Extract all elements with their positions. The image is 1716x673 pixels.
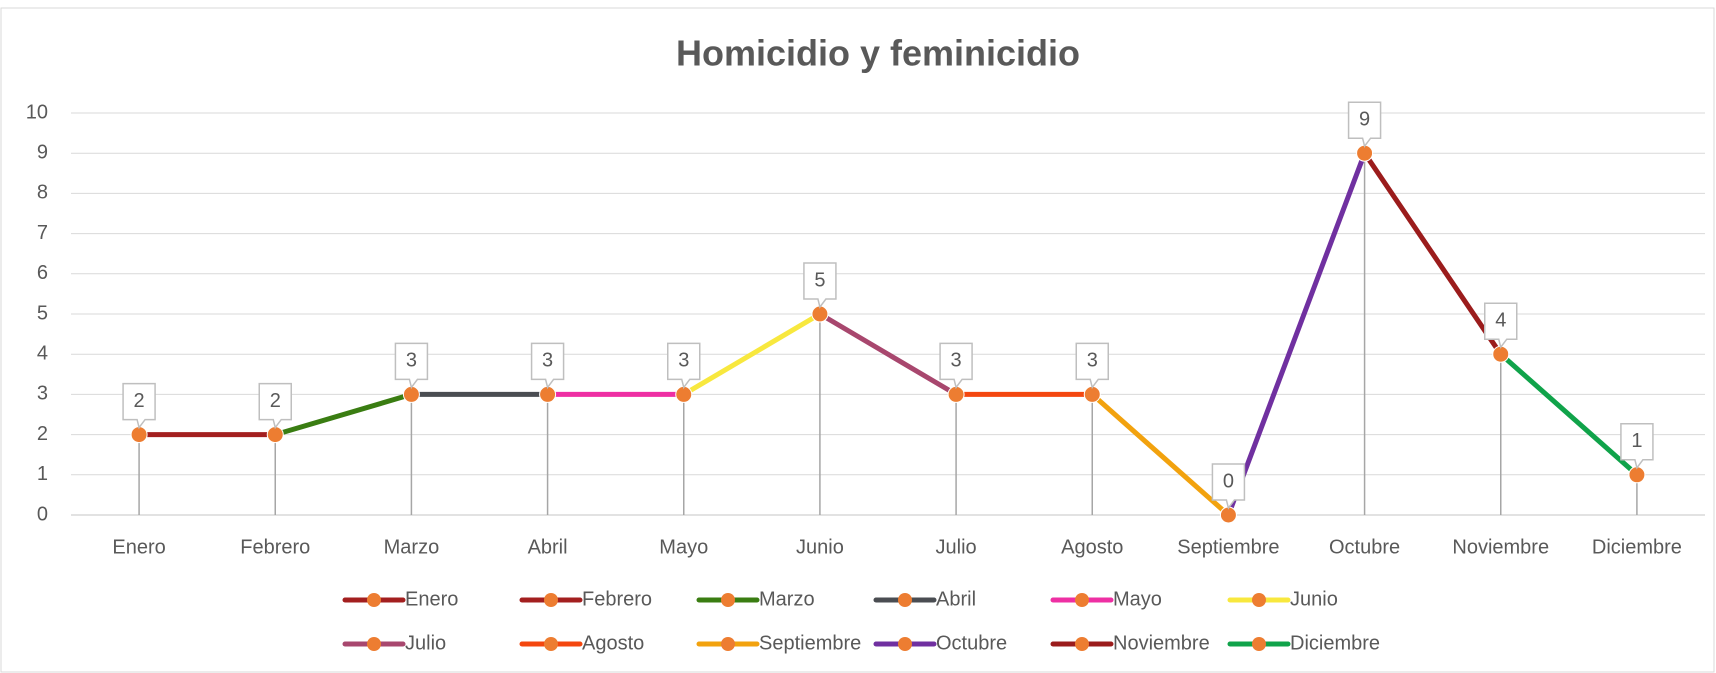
marker (266, 426, 284, 444)
y-tick-label: 8 (37, 182, 48, 204)
line-segment (272, 391, 414, 438)
data-label-box (1211, 463, 1246, 510)
data-label: 2 (134, 390, 145, 412)
x-tick-label: Agosto (1061, 536, 1123, 558)
legend-label: Julio (405, 632, 446, 654)
data-label-box (939, 342, 973, 390)
legend-marker (367, 593, 381, 607)
marker (1492, 345, 1510, 363)
line-segment (1225, 150, 1368, 518)
legend-marker (898, 637, 912, 651)
legend-marker (721, 593, 735, 607)
x-tick-label: Mayo (659, 536, 708, 558)
chart-border (0, 7, 1715, 673)
data-label: 3 (678, 350, 689, 372)
y-tick-label: 1 (37, 463, 48, 485)
data-label-box (667, 342, 701, 390)
legend-label: Mayo (1113, 588, 1162, 610)
line-segment (817, 311, 959, 397)
marker (539, 385, 557, 403)
data-label-box (122, 382, 156, 430)
chart-title: Homicidio y feminicidio (676, 33, 1080, 74)
data-label-box (803, 262, 837, 309)
legend-label: Septiembre (759, 632, 861, 654)
data-label-box (394, 342, 429, 390)
legend-label: Noviembre (1113, 632, 1210, 654)
y-tick-label: 10 (26, 101, 48, 123)
x-tick-label: Septiembre (1177, 536, 1279, 558)
y-tick-label: 0 (37, 503, 48, 525)
line-segment (1362, 150, 1504, 357)
data-label-box (1484, 302, 1518, 349)
marker (1356, 144, 1374, 162)
marker (675, 385, 693, 403)
data-label: 0 (1223, 470, 1234, 492)
legend-label: Agosto (582, 632, 644, 654)
y-tick-label: 5 (37, 302, 48, 324)
marker (947, 385, 965, 403)
legend-marker (544, 637, 558, 651)
data-label: 1 (1631, 430, 1642, 452)
legend-label: Abril (936, 588, 976, 610)
data-label: 3 (406, 350, 417, 372)
marker (1219, 506, 1237, 524)
marker (130, 426, 148, 444)
y-tick-label: 9 (37, 141, 48, 163)
x-tick-label: Noviembre (1452, 536, 1549, 558)
data-label-box (258, 382, 292, 430)
y-tick-label: 3 (37, 383, 48, 405)
legend-marker (1252, 593, 1266, 607)
legend-marker (367, 637, 381, 651)
legend-label: Diciembre (1290, 632, 1380, 654)
marker (1628, 466, 1646, 484)
marker (1083, 385, 1101, 403)
legend-label: Enero (405, 588, 458, 610)
x-tick-label: Octubre (1329, 536, 1400, 558)
line-segment (1498, 351, 1640, 478)
y-tick-label: 7 (37, 222, 48, 244)
x-tick-label: Junio (796, 536, 844, 558)
x-tick-label: Febrero (240, 536, 310, 558)
data-label: 9 (1359, 108, 1370, 130)
data-label: 3 (951, 350, 962, 372)
x-tick-label: Diciembre (1592, 536, 1682, 558)
data-label: 2 (270, 390, 281, 412)
x-tick-label: Enero (112, 536, 165, 558)
legend-marker (1075, 593, 1089, 607)
data-label-box (530, 342, 565, 390)
legend-marker (898, 593, 912, 607)
line-segment (681, 311, 823, 397)
x-tick-label: Marzo (384, 536, 440, 558)
marker (402, 385, 420, 403)
data-label-box (1347, 101, 1382, 148)
legend-label: Octubre (936, 632, 1007, 654)
x-tick-label: Abril (528, 536, 568, 558)
data-label-box (1075, 342, 1109, 390)
y-tick-label: 2 (37, 423, 48, 445)
data-label: 4 (1495, 309, 1506, 331)
marker (811, 305, 829, 323)
legend-marker (544, 593, 558, 607)
legend-label: Febrero (582, 588, 652, 610)
x-tick-label: Julio (936, 536, 977, 558)
data-label: 3 (542, 350, 553, 372)
legend-label: Marzo (759, 588, 815, 610)
y-tick-label: 4 (37, 342, 48, 364)
legend-label: Junio (1290, 588, 1338, 610)
legend-marker (1075, 637, 1089, 651)
legend-marker (721, 637, 735, 651)
data-label: 5 (814, 269, 825, 291)
legend-marker (1252, 637, 1266, 651)
y-tick-label: 6 (37, 262, 48, 284)
line-segment (1089, 391, 1231, 518)
data-label-box (1620, 423, 1654, 470)
data-label: 3 (1087, 350, 1098, 372)
